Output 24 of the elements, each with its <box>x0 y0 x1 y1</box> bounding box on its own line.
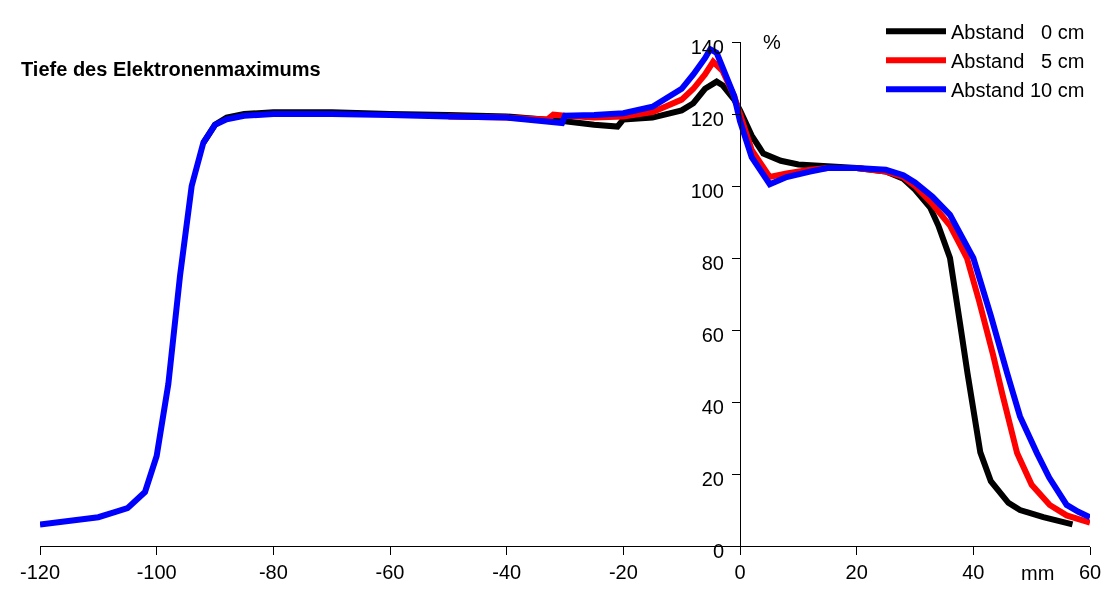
legend-label: Abstand 10 cm <box>951 79 1085 102</box>
y-tick-label: 120 <box>690 108 724 130</box>
y-tick-label: 60 <box>701 324 724 346</box>
x-tick-label: -60 <box>375 561 405 583</box>
y-tick-label: 0 <box>712 540 724 562</box>
x-tick-label: -40 <box>492 561 522 583</box>
y-tick-label: 140 <box>690 36 724 58</box>
x-tick-label: 60 <box>1078 561 1102 583</box>
legend-label: Abstand 5 cm <box>951 50 1085 73</box>
legend-label: Abstand 0 cm <box>951 21 1085 44</box>
x-tick-label: -100 <box>136 561 177 583</box>
y-tick-label: 80 <box>701 252 724 274</box>
x-tick-label: -20 <box>608 561 638 583</box>
x-axis-title: mm <box>1021 562 1055 584</box>
x-tick-label: 0 <box>734 561 746 583</box>
y-tick-label: 20 <box>701 468 724 490</box>
x-tick-label: -120 <box>19 561 61 583</box>
y-tick-label: 100 <box>690 180 724 202</box>
y-tick-label: 40 <box>701 396 724 418</box>
x-tick-label: 40 <box>962 561 985 583</box>
y-axis-title: % <box>763 31 781 53</box>
x-tick-label: 20 <box>845 561 868 583</box>
x-tick-label: -80 <box>258 561 288 583</box>
text: Tiefe des Elektronenmaximums <box>21 58 321 80</box>
